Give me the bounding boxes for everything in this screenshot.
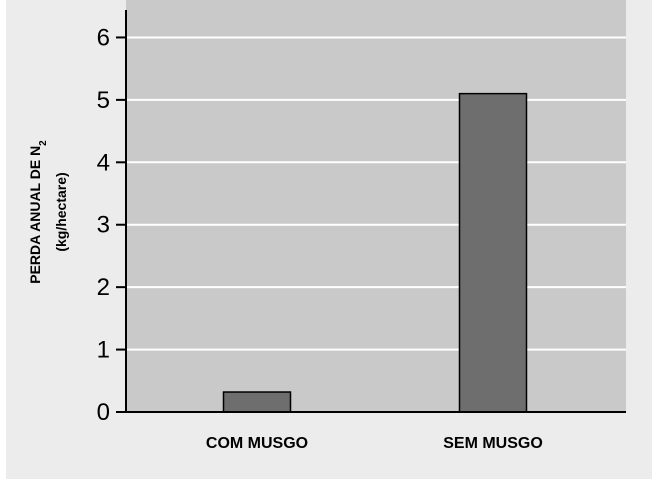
plot-area-background: [126, 0, 626, 412]
y-axis-title-main: PERDA ANUAL DE N: [27, 146, 43, 284]
gridlines: [126, 36, 626, 351]
bar-com-musgo: [222, 391, 292, 413]
y-axis-title-line1: PERDA ANUAL DE N2: [27, 140, 49, 284]
y-tick-label-4: 4: [97, 149, 110, 176]
y-axis-title-line2: (kg/hectare): [53, 172, 69, 251]
y-tick-label-2: 2: [97, 274, 110, 301]
y-axis-title-subscript: 2: [38, 140, 49, 146]
y-tick-label-5: 5: [97, 87, 110, 114]
bars: [222, 92, 528, 413]
y-tick-label-1: 1: [97, 337, 110, 364]
x-category-labels: COM MUSGO SEM MUSGO: [206, 435, 543, 452]
y-tick-label-6: 6: [97, 24, 110, 51]
x-category-label-com-musgo: COM MUSGO: [206, 435, 308, 452]
x-category-label-sem-musgo: SEM MUSGO: [443, 435, 543, 452]
y-tick-label-3: 3: [97, 212, 110, 239]
axes: [125, 10, 626, 413]
y-tick-label-0: 0: [97, 399, 110, 426]
y-axis-title: PERDA ANUAL DE N2 (kg/hectare): [27, 140, 69, 284]
bar-sem-musgo: [458, 92, 528, 413]
y-tick-labels: 0 1 2 3 4 5 6: [97, 24, 126, 426]
